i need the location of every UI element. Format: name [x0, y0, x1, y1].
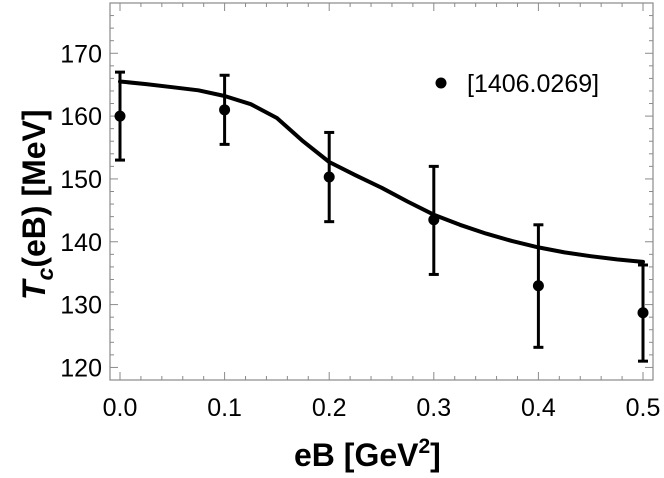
- point-marker: [637, 307, 649, 319]
- y-tick-label: 150: [60, 166, 102, 194]
- point-marker: [323, 171, 335, 183]
- data-point: [323, 130, 335, 224]
- data-point: [428, 164, 440, 276]
- x-tick-label: 0.0: [103, 394, 138, 422]
- data-point: [532, 223, 544, 349]
- data-points: [114, 70, 649, 363]
- y-tick-label: 160: [60, 103, 102, 131]
- x-tick-label: 0.1: [207, 394, 242, 422]
- legend-label: [1406.0269]: [467, 70, 599, 98]
- point-marker: [428, 214, 440, 226]
- tick-labels: 0.0 0.1 0.2 0.3 0.4 0.5 120 130 140 150 160 170: [60, 40, 660, 422]
- x-tick-label: 0.2: [312, 394, 347, 422]
- y-tick-label: 130: [60, 292, 102, 320]
- point-marker: [532, 280, 544, 292]
- y-tick-label: 140: [60, 229, 102, 257]
- data-point: [114, 70, 126, 162]
- plot-frame: [109, 2, 654, 381]
- y-tick-label: 170: [60, 40, 102, 68]
- series-curve: [118, 79, 645, 264]
- legend: [1406.0269]: [435, 70, 599, 98]
- x-tick-label: 0.5: [626, 394, 661, 422]
- y-tick-label: 120: [60, 354, 102, 382]
- point-marker: [114, 110, 126, 122]
- legend-marker: [435, 77, 447, 89]
- y-axis-title: Tc(eB) [MeV]: [16, 109, 58, 300]
- data-point: [219, 73, 231, 146]
- x-axis-title: eB [GeV2]: [294, 435, 441, 473]
- axis-ticks: [110, 2, 653, 381]
- x-tick-label: 0.3: [416, 394, 451, 422]
- x-tick-label: 0.4: [521, 394, 556, 422]
- data-point: [637, 263, 649, 363]
- point-marker: [219, 104, 231, 116]
